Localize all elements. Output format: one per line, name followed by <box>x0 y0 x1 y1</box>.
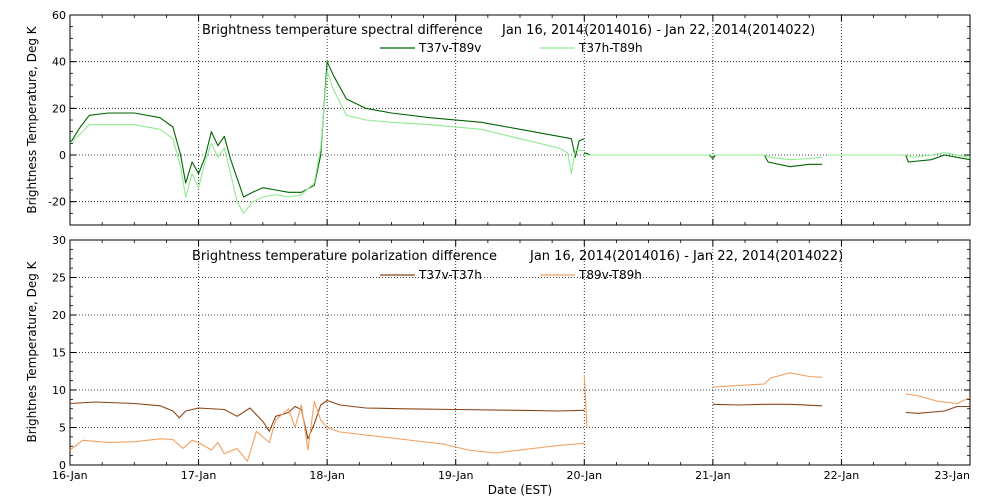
y-tick-label: 20 <box>52 309 66 322</box>
y-tick-label: 5 <box>59 422 66 435</box>
y-tick-label: 25 <box>52 272 66 285</box>
series-line-t89v-t89h <box>583 374 588 428</box>
x-ticks-bottom: 16-Jan 17-Jan 18-Jan 19-Jan 20-Jan 21-Jan 22-J… <box>52 240 971 482</box>
y-tick-label: 10 <box>52 384 66 397</box>
chart-subtitle-top: Jan 16, 2014(2014016) - Jan 22, 2014(201… <box>501 23 815 38</box>
y-tick-label: 15 <box>52 347 66 360</box>
series-group-top <box>69 61 971 214</box>
x-tick-label: 16-Jan <box>52 469 88 482</box>
y-axis-label-top: Brightness Temperature, Deg K <box>25 25 39 213</box>
y-tick-label: 20 <box>52 102 66 115</box>
y-axis-label-bottom: Brightnes Temperature, Deg K <box>25 260 39 442</box>
grid-top <box>70 15 970 225</box>
series-line-t37v-t89v <box>69 61 585 198</box>
series-line-t37v-t37h <box>69 399 585 440</box>
legend-label-t37v-t37h: T37v-T37h <box>418 268 482 282</box>
y-tick-label: 30 <box>52 234 66 247</box>
y-tick-label: -20 <box>48 196 66 209</box>
legend-label-t89v-t89h: T89v-T89h <box>578 268 642 282</box>
chart-subtitle-bottom: Jan 16, 2014(2014016) - Jan 22, 2014(201… <box>529 249 843 264</box>
x-tick-label: 23-Jan <box>934 469 970 482</box>
x-axis-label: Date (EST) <box>488 483 552 497</box>
legend-label-t37h-t89h: T37h-T89h <box>578 41 643 55</box>
y-tick-label: 60 <box>52 9 66 22</box>
series-line-t37h-t89h <box>828 152 971 158</box>
plot-frame-top <box>69 14 971 226</box>
series-group-bottom <box>69 372 971 462</box>
series-line-t89v-t89h <box>712 372 823 388</box>
panel-spectral: -20 0 20 40 60 Brightness temperature spectr… <box>25 9 971 226</box>
legend-label-t37v-t89v: T37v-T89v <box>418 41 481 55</box>
series-line-t37h-t89h <box>69 70 585 214</box>
series-line-t37v-t37h <box>712 403 823 407</box>
x-tick-label: 17-Jan <box>181 469 217 482</box>
legend-bottom: T37v-T37h T89v-T89h <box>380 268 642 282</box>
y-tick-label: 0 <box>59 459 66 472</box>
x-tick-label: 19-Jan <box>438 469 474 482</box>
series-line-t37h-t89h <box>584 154 823 161</box>
series-line-t89v-t89h <box>905 393 971 405</box>
x-tick-label: 22-Jan <box>824 469 860 482</box>
x-tick-label: 20-Jan <box>567 469 603 482</box>
chart-title-top: Brightness temperature spectral differen… <box>202 23 483 38</box>
y-ticks-bottom: 0 5 10 15 20 25 30 <box>52 234 970 472</box>
y-ticks-top: -20 0 20 40 60 <box>48 9 970 226</box>
x-tick-label: 18-Jan <box>309 469 345 482</box>
x-ticks-top <box>69 15 971 225</box>
series-line-t37v-t89v <box>828 154 971 163</box>
y-tick-label: 40 <box>52 56 66 69</box>
x-tick-label: 21-Jan <box>695 469 731 482</box>
series-line-t37v-t37h <box>905 405 970 414</box>
series-line-t89v-t89h <box>69 400 585 462</box>
y-tick-label: 0 <box>59 149 66 162</box>
panel-polarization: 0 5 10 15 20 25 30 16-Jan 17-Jan 18-Jan 19-Jan 20-… <box>25 234 971 497</box>
chart-title-bottom: Brightness temperature polarization diff… <box>192 249 497 264</box>
grid-bottom <box>70 240 970 465</box>
legend-top: T37v-T89v T37h-T89h <box>380 41 643 55</box>
